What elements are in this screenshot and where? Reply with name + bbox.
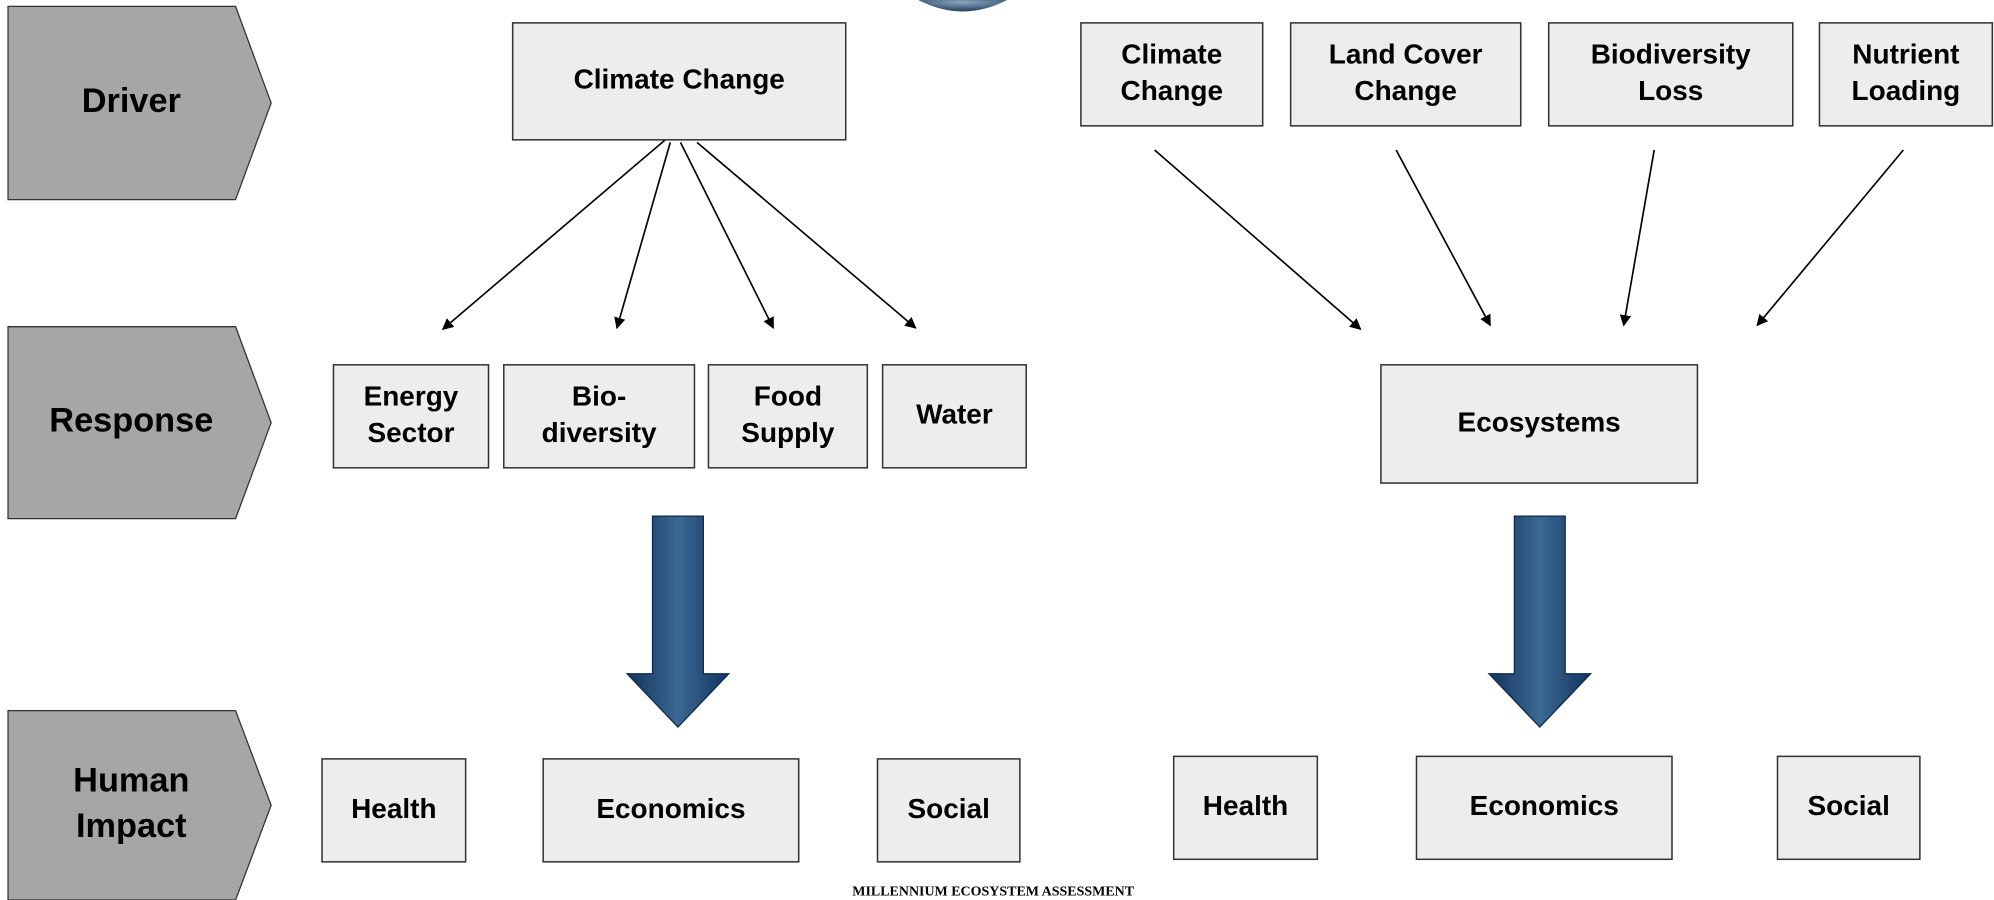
- label: Health: [351, 793, 436, 824]
- label: Human: [73, 761, 189, 799]
- label: Loss: [1638, 75, 1703, 106]
- box: [1818, 22, 1994, 127]
- box: [503, 364, 696, 469]
- box: [1289, 22, 1522, 127]
- arrows: [441, 139, 1904, 330]
- globe-decoration: [918, 0, 1008, 12]
- row-chevron: [7, 709, 272, 900]
- label: Supply: [741, 417, 835, 448]
- arrow: [1619, 149, 1656, 327]
- block-arrow: [625, 515, 731, 729]
- box: [881, 364, 1027, 469]
- box: [707, 364, 869, 469]
- label: Nutrient: [1852, 38, 1959, 69]
- box: [321, 758, 467, 863]
- label: Social: [1808, 790, 1890, 821]
- label: Ecosystems: [1458, 406, 1621, 437]
- label: Impact: [76, 807, 187, 845]
- box: [876, 758, 1021, 863]
- label: Bio-: [572, 380, 626, 411]
- arrow: [441, 139, 666, 330]
- box: [1776, 755, 1921, 861]
- arrow: [614, 142, 672, 330]
- box: [332, 364, 490, 469]
- label: Economics: [596, 793, 745, 824]
- label: Land Cover: [1329, 38, 1483, 69]
- box: [1415, 755, 1673, 861]
- label: Water: [916, 399, 993, 430]
- label: diversity: [542, 417, 657, 448]
- row-chevron: [7, 5, 272, 201]
- label: Driver: [82, 82, 181, 120]
- block-arrow: [1487, 515, 1593, 729]
- label: Change: [1121, 75, 1224, 106]
- label: Climate: [1121, 38, 1222, 69]
- box: [1080, 22, 1264, 127]
- label: Biodiversity: [1591, 38, 1751, 69]
- row-chevron: [7, 326, 272, 520]
- arrow: [1395, 149, 1491, 327]
- arrow: [1154, 149, 1362, 330]
- label: Response: [49, 402, 213, 440]
- label: Change: [1354, 75, 1457, 106]
- box: [1547, 22, 1794, 127]
- arrow: [1756, 149, 1904, 327]
- label: Food: [754, 380, 822, 411]
- label: Energy: [364, 380, 459, 411]
- box: [511, 22, 847, 141]
- label: Sector: [367, 417, 454, 448]
- label: Climate Change: [574, 64, 785, 95]
- arrow: [679, 142, 775, 329]
- arrow: [696, 141, 917, 329]
- label: Loading: [1852, 75, 1961, 106]
- label: Health: [1203, 790, 1288, 821]
- box: [1380, 364, 1699, 484]
- label: Social: [908, 793, 990, 824]
- footer: MILLENNIUM ECOSYSTEM ASSESSMENT: [852, 885, 1134, 900]
- label: Economics: [1470, 790, 1619, 821]
- box: [1172, 755, 1319, 861]
- box: [542, 758, 800, 863]
